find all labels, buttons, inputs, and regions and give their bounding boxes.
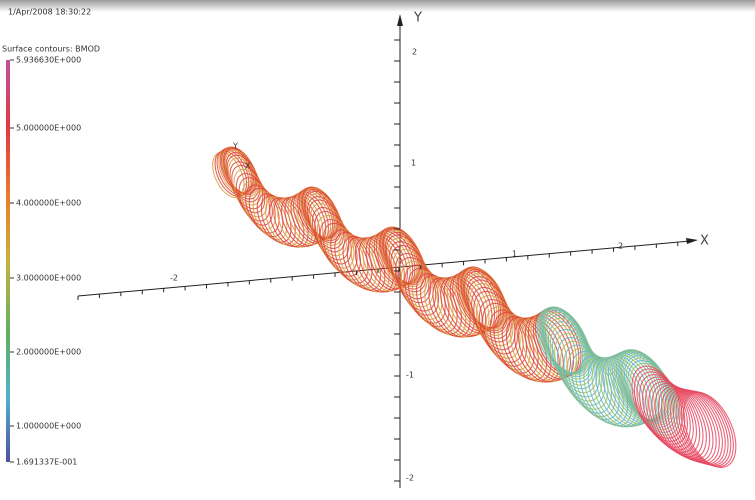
x-tick-label: -2 <box>170 274 178 283</box>
coil-ring <box>397 257 440 316</box>
coil <box>212 146 737 468</box>
coil-ring <box>670 389 723 465</box>
coil-ring <box>675 390 729 466</box>
y-tick-label: 1 <box>411 159 416 168</box>
coil-ring <box>682 392 737 468</box>
legend-label: 5.936630E+000 <box>16 56 81 65</box>
coil-ring <box>493 312 539 377</box>
coil-ring <box>645 378 697 453</box>
local-x-label: X <box>245 162 251 171</box>
legend-title: Surface contours: BMOD <box>2 45 100 54</box>
coil-ring <box>316 215 355 269</box>
coil-ring <box>330 229 369 284</box>
legend-label: 3.000000E+000 <box>16 274 81 283</box>
coil-ring <box>475 295 521 359</box>
legend-label: 2.000000E+000 <box>16 348 81 357</box>
y-arrow <box>397 14 403 26</box>
coil-ring <box>248 187 284 238</box>
x-tick-label: 1 <box>512 250 517 259</box>
coil-ring <box>411 270 454 331</box>
coil-ring <box>560 340 609 410</box>
y-axis-label: Y <box>413 11 422 26</box>
legend-label: 1.000000E+000 <box>16 422 81 431</box>
x-arrow <box>686 238 698 244</box>
legend-label: 1.691337E-001 <box>16 458 77 467</box>
coil-ring <box>664 387 717 463</box>
coil-ring <box>667 388 720 464</box>
legend-label: 4.000000E+000 <box>16 199 81 208</box>
x-tick-label: 2 <box>618 242 623 251</box>
legend-label: 5.000000E+000 <box>16 124 81 133</box>
y-tick-label: -2 <box>406 474 414 483</box>
coil-ring <box>587 357 637 428</box>
axis-labels: Y X 2 1 -1 -2 -2 1 2 Y X <box>170 11 709 483</box>
title-bar <box>0 0 755 12</box>
local-y-label: Y <box>232 142 238 151</box>
x-axis-label: X <box>700 234 709 249</box>
y-tick-label: 2 <box>412 48 417 57</box>
timestamp: 1/Apr/2008 18:30:22 <box>8 8 91 17</box>
coil-ring <box>678 390 732 467</box>
coil-ring <box>639 374 691 448</box>
coil-ring <box>672 389 726 466</box>
color-bar <box>6 60 10 462</box>
coil-ring <box>256 193 292 243</box>
coil-ring <box>265 196 301 247</box>
coil-ring <box>338 234 377 289</box>
coil-ring <box>400 260 443 320</box>
coil-ring <box>680 391 734 468</box>
legend-labels: 5.936630E+000 5.000000E+000 4.000000E+000 3… <box>10 56 81 467</box>
y-tick-label: -1 <box>406 371 414 380</box>
coil-ring <box>482 302 528 367</box>
